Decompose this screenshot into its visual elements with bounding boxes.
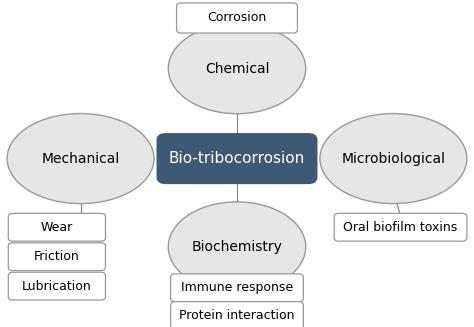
- Text: Biochemistry: Biochemistry: [191, 240, 283, 254]
- FancyBboxPatch shape: [334, 214, 467, 241]
- FancyBboxPatch shape: [8, 272, 105, 300]
- FancyBboxPatch shape: [176, 3, 298, 33]
- FancyBboxPatch shape: [157, 134, 317, 183]
- Text: Mechanical: Mechanical: [41, 152, 120, 165]
- Ellipse shape: [168, 202, 306, 292]
- FancyBboxPatch shape: [171, 301, 303, 327]
- Ellipse shape: [168, 24, 306, 114]
- Text: Wear: Wear: [41, 221, 73, 234]
- FancyBboxPatch shape: [8, 214, 105, 241]
- Ellipse shape: [320, 113, 467, 204]
- Text: Corrosion: Corrosion: [207, 11, 266, 25]
- Ellipse shape: [7, 113, 154, 204]
- Text: Chemical: Chemical: [205, 62, 269, 76]
- Text: Protein interaction: Protein interaction: [179, 309, 295, 322]
- Text: Lubrication: Lubrication: [22, 280, 92, 293]
- FancyBboxPatch shape: [8, 243, 105, 271]
- Text: Immune response: Immune response: [181, 281, 293, 294]
- Text: Friction: Friction: [34, 250, 80, 263]
- Text: Bio-tribocorrosion: Bio-tribocorrosion: [169, 151, 305, 166]
- Text: Oral biofilm toxins: Oral biofilm toxins: [343, 221, 458, 234]
- FancyBboxPatch shape: [171, 274, 303, 301]
- Text: Microbiological: Microbiological: [341, 152, 446, 165]
